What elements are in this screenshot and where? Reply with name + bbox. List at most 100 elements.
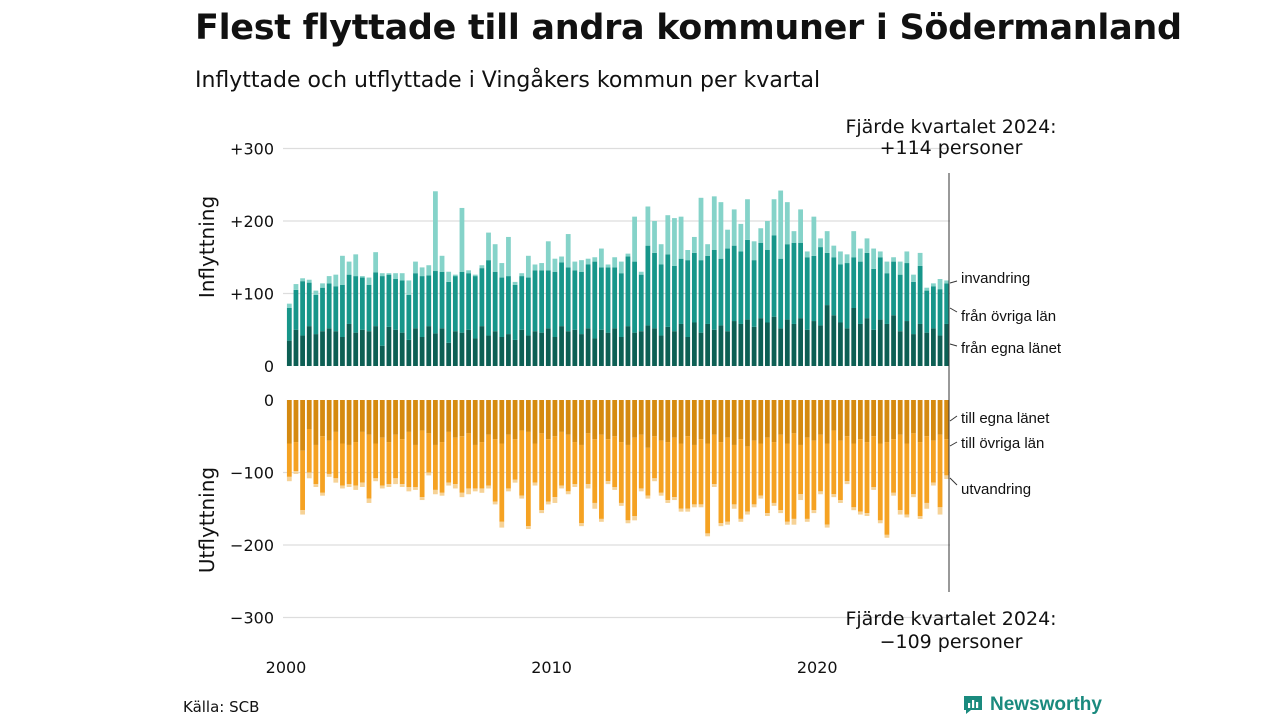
bar-in-0-94 — [911, 334, 916, 366]
bar-out-2-43 — [572, 484, 578, 487]
segment-labels: invandring från övriga län från egna län… — [949, 270, 1062, 498]
brand-logo[interactable]: Newsworthy — [962, 694, 1102, 716]
bar-in-1-77 — [798, 242, 803, 319]
bar-in-0-6 — [326, 328, 332, 366]
bar-in-0-31 — [492, 331, 498, 366]
bar-in-2-77 — [798, 209, 803, 243]
bar-out-0-48 — [605, 400, 611, 440]
bar-out-1-51 — [625, 444, 631, 521]
bar-in-1-99 — [944, 283, 950, 324]
bar-out-2-35 — [519, 495, 525, 499]
bar-out-0-28 — [472, 400, 478, 445]
bar-in-1-79 — [811, 255, 817, 322]
bar-out-0-68 — [738, 400, 744, 440]
bar-out-0-43 — [572, 400, 578, 443]
bar-out-2-11 — [359, 482, 365, 487]
bar-out-0-86 — [857, 400, 863, 440]
bar-out-0-67 — [731, 400, 737, 445]
bar-out-0-70 — [751, 400, 757, 441]
bar-out-2-63 — [705, 533, 711, 537]
bar-in-1-56 — [658, 264, 664, 336]
leader-invandring — [949, 280, 958, 284]
bar-out-1-26 — [459, 436, 465, 493]
bar-out-1-16 — [393, 434, 398, 479]
bar-in-2-65 — [718, 202, 724, 259]
bar-out-2-62 — [698, 504, 704, 508]
bar-in-2-62 — [698, 197, 704, 261]
bar-in-0-12 — [366, 331, 372, 366]
bar-out-0-40 — [552, 400, 558, 437]
bar-out-1-1 — [293, 442, 299, 472]
bar-in-0-76 — [791, 323, 797, 366]
bar-out-2-56 — [658, 492, 664, 496]
bar-out-0-30 — [486, 400, 491, 435]
bar-out-1-3 — [306, 429, 312, 473]
bar-in-1-48 — [605, 267, 611, 333]
bar-out-2-51 — [625, 520, 631, 524]
bar-out-2-96 — [924, 502, 930, 509]
bar-in-2-50 — [618, 261, 624, 274]
bar-out-2-48 — [605, 481, 611, 485]
bar-in-1-43 — [572, 270, 578, 330]
bar-out-1-45 — [585, 433, 591, 485]
bar-in-1-95 — [917, 265, 923, 324]
bar-out-1-96 — [924, 436, 930, 503]
bar-in-2-70 — [751, 241, 757, 261]
bar-out-0-1 — [293, 400, 299, 443]
bar-in-0-74 — [778, 328, 784, 366]
bar-out-2-8 — [340, 485, 345, 489]
bar-in-2-93 — [904, 251, 910, 264]
bar-out-1-50 — [618, 442, 624, 503]
bar-in-1-75 — [784, 244, 790, 320]
bar-out-1-11 — [359, 431, 365, 483]
bar-in-2-75 — [784, 202, 790, 245]
bar-out-0-13 — [373, 400, 379, 444]
bar-out-0-18 — [406, 400, 412, 432]
bar-out-2-22 — [433, 489, 438, 495]
y-tick-out-0: 0 — [264, 391, 274, 410]
bar-out-1-29 — [479, 442, 485, 489]
bar-in-2-17 — [399, 273, 405, 281]
bar-out-1-37 — [532, 443, 538, 483]
bar-in-1-89 — [877, 257, 883, 320]
bar-out-1-20 — [419, 430, 425, 498]
bar-in-1-29 — [479, 268, 485, 327]
bar-out-2-64 — [711, 484, 717, 487]
bar-in-0-47 — [599, 329, 604, 366]
bar-in-0-28 — [472, 338, 478, 366]
bar-in-0-63 — [705, 323, 711, 366]
bar-out-0-47 — [599, 400, 604, 435]
bar-in-0-55 — [652, 328, 657, 366]
bar-in-2-19 — [413, 261, 418, 274]
bar-out-1-76 — [791, 433, 797, 519]
bar-out-2-72 — [765, 513, 770, 516]
bar-out-1-34 — [512, 439, 518, 480]
label-fran-ovriga-lan: från övriga län — [961, 308, 1056, 325]
bar-in-2-76 — [791, 231, 797, 243]
leader-utvandring — [949, 477, 958, 486]
bar-out-0-92 — [897, 400, 903, 435]
bar-out-0-58 — [672, 400, 677, 438]
bar-in-2-34 — [512, 281, 518, 285]
bar-out-1-0 — [286, 443, 292, 477]
bar-in-1-34 — [512, 284, 518, 340]
bar-out-0-11 — [359, 400, 365, 432]
bar-in-1-64 — [711, 250, 717, 330]
bar-in-2-47 — [599, 248, 604, 268]
y-tick-out-3: −300 — [230, 609, 274, 628]
bar-out-0-46 — [592, 400, 598, 440]
bar-in-0-90 — [884, 323, 890, 366]
bar-in-1-81 — [824, 252, 830, 306]
bar-out-0-79 — [811, 400, 817, 441]
bar-in-2-3 — [306, 279, 312, 283]
bar-out-1-87 — [864, 442, 870, 514]
bar-out-1-36 — [525, 431, 531, 527]
annotation-top-value: +114 personer — [880, 137, 1023, 159]
bar-out-1-62 — [698, 439, 704, 505]
bar-in-2-85 — [851, 231, 857, 258]
bar-in-2-84 — [844, 254, 850, 264]
bar-in-1-7 — [333, 286, 339, 332]
bar-out-0-7 — [333, 400, 339, 432]
bar-out-2-30 — [486, 485, 491, 489]
